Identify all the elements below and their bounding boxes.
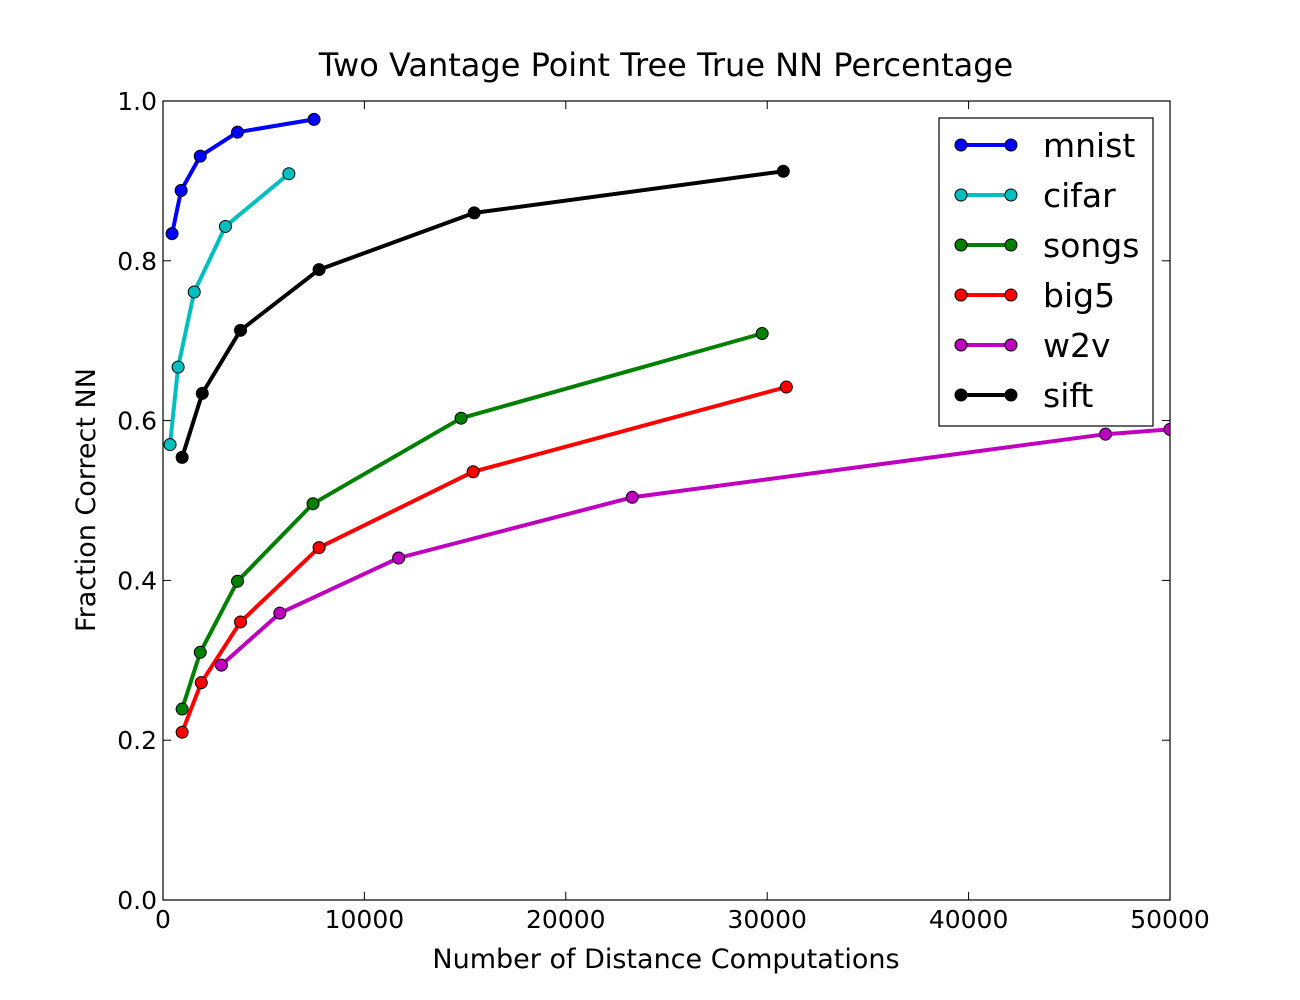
legend-item-sift: sift <box>954 376 1093 415</box>
legend-marker <box>1004 188 1018 202</box>
legend-item-mnist: mnist <box>954 126 1135 165</box>
legend-marker <box>1004 238 1018 252</box>
data-point-mnist-4 <box>307 112 321 126</box>
legend-marker <box>954 188 968 202</box>
y-tick-label: 0.4 <box>117 566 157 595</box>
series-mnist <box>165 112 321 241</box>
legend-label: cifar <box>1043 176 1116 215</box>
data-point-mnist-2 <box>193 149 207 163</box>
data-point-mnist-3 <box>231 125 245 139</box>
y-tick-label: 0.6 <box>117 407 157 436</box>
legend-label: songs <box>1043 226 1139 265</box>
data-point-mnist-1 <box>174 183 188 197</box>
legend-marker <box>1004 338 1018 352</box>
data-point-w2v-3 <box>625 490 639 504</box>
x-tick-label: 50000 <box>1130 905 1210 934</box>
legend-item-big5: big5 <box>954 276 1115 315</box>
data-point-songs-3 <box>306 497 320 511</box>
data-point-sift-1 <box>195 386 209 400</box>
data-point-w2v-2 <box>392 551 406 565</box>
y-tick-label: 0.0 <box>117 886 157 915</box>
data-point-cifar-4 <box>282 167 296 181</box>
legend-marker <box>954 238 968 252</box>
legend-label: w2v <box>1043 326 1111 365</box>
data-point-w2v-5 <box>1163 422 1170 436</box>
data-point-cifar-3 <box>218 219 232 233</box>
legend-marker <box>954 338 968 352</box>
y-tick-label: 1.0 <box>117 87 157 116</box>
y-axis-label: Fraction Correct NN <box>71 368 102 632</box>
data-point-w2v-0 <box>214 658 228 672</box>
x-tick-label: 20000 <box>526 905 606 934</box>
legend-label: big5 <box>1043 276 1115 315</box>
data-point-mnist-0 <box>165 227 179 241</box>
legend-marker <box>954 288 968 302</box>
series-line-songs <box>180 331 763 710</box>
axis-ticks: 0 10000 20000 30000 40000 50000 0.0 0.2 0.4 0.6 0.… <box>117 87 1210 934</box>
legend-item-w2v: w2v <box>954 326 1111 365</box>
data-point-cifar-0 <box>163 438 177 452</box>
x-tick-label: 30000 <box>727 905 807 934</box>
data-point-songs-1 <box>193 645 207 659</box>
y-tick-label: 0.2 <box>117 726 157 755</box>
data-point-songs-4 <box>454 411 468 425</box>
data-point-songs-5 <box>755 327 769 341</box>
data-point-big5-2 <box>234 615 248 629</box>
chart-title: Two Vantage Point Tree True NN Percentag… <box>318 46 1013 84</box>
data-point-songs-0 <box>175 702 189 716</box>
data-point-big5-1 <box>194 676 208 690</box>
data-point-cifar-2 <box>187 285 201 299</box>
data-point-sift-0 <box>175 450 189 464</box>
series-line-sift <box>180 169 784 459</box>
data-point-cifar-1 <box>171 360 185 374</box>
series-cifar <box>163 167 296 452</box>
data-point-big5-0 <box>175 725 189 739</box>
legend-item-cifar: cifar <box>954 176 1116 215</box>
legend-box <box>938 117 1154 427</box>
legend-marker <box>1004 288 1018 302</box>
data-point-sift-2 <box>234 323 248 337</box>
x-tick-label: 10000 <box>325 905 405 934</box>
x-tick-label: 40000 <box>929 905 1009 934</box>
series-line-w2v <box>220 427 1170 667</box>
data-point-sift-4 <box>467 206 481 220</box>
series-big5 <box>175 380 793 739</box>
x-tick-label: 0 <box>155 905 171 934</box>
data-point-big5-3 <box>312 541 326 555</box>
plot-frame <box>162 100 1171 901</box>
series-sift <box>175 164 790 464</box>
data-point-songs-2 <box>231 574 245 588</box>
data-point-w2v-4 <box>1099 427 1113 441</box>
legend-marker <box>954 388 968 402</box>
data-point-sift-5 <box>776 164 790 178</box>
series-songs <box>175 327 769 716</box>
data-point-big5-5 <box>779 380 793 394</box>
series-w2v <box>214 422 1170 672</box>
legend-label: mnist <box>1043 126 1135 165</box>
data-point-w2v-1 <box>273 606 287 620</box>
x-axis-label: Number of Distance Computations <box>432 944 899 975</box>
legend-marker <box>1004 388 1018 402</box>
legend-marker <box>954 138 968 152</box>
legend: mnist cifar songs big5 w2v sift <box>938 117 1154 427</box>
legend-marker <box>1004 138 1018 152</box>
data-point-big5-4 <box>466 465 480 479</box>
legend-item-songs: songs <box>954 226 1139 265</box>
legend-label: sift <box>1043 376 1093 415</box>
plot-area <box>163 112 1170 739</box>
data-point-sift-3 <box>312 263 326 277</box>
series-line-big5 <box>180 385 787 733</box>
y-tick-label: 0.8 <box>117 247 157 276</box>
